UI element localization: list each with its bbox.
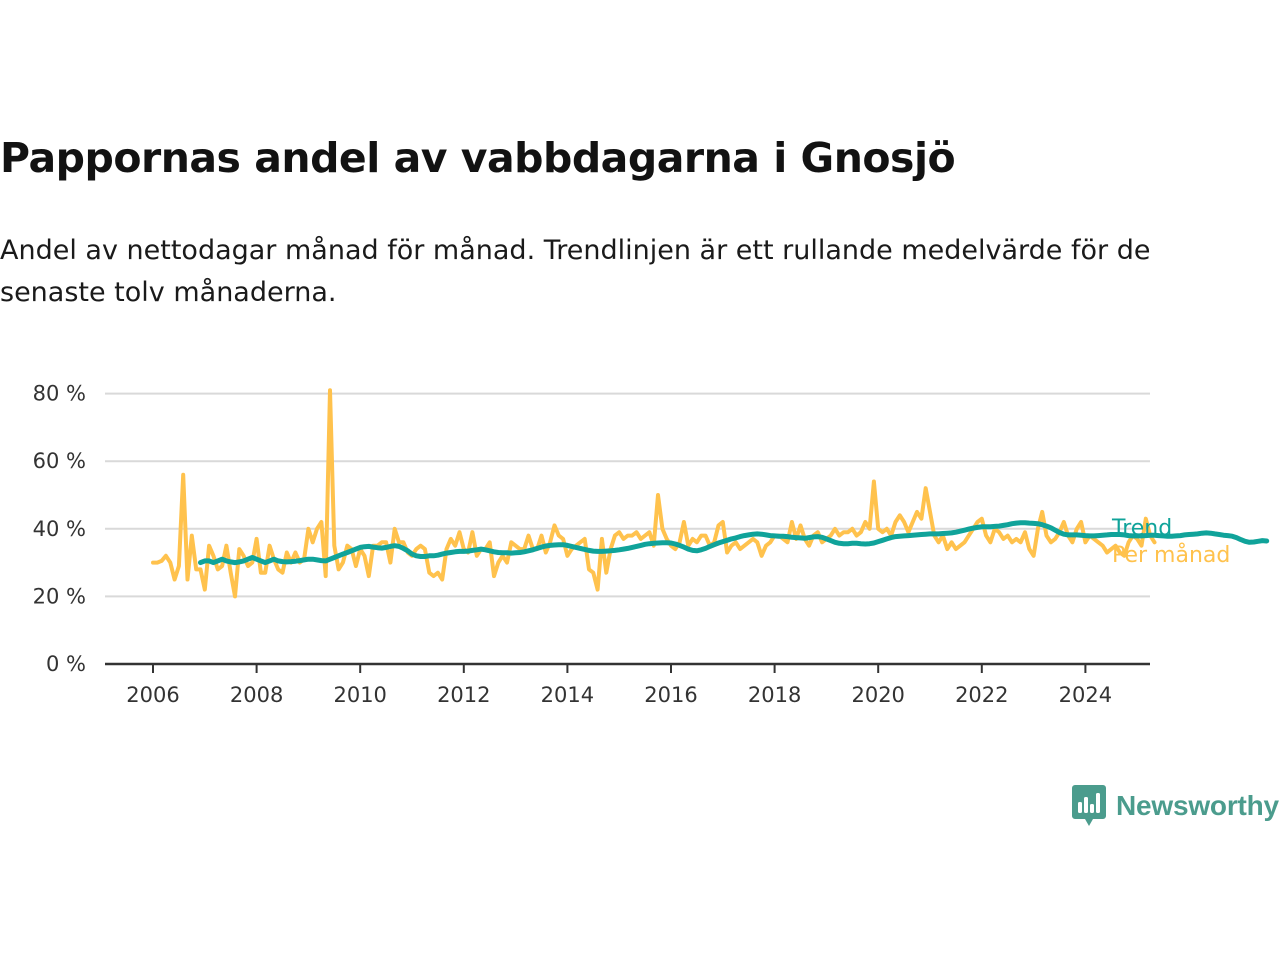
y-tick-label: 40 % bbox=[33, 517, 86, 541]
y-tick-label: 20 % bbox=[33, 584, 86, 608]
x-tick-label: 2020 bbox=[851, 683, 904, 707]
series-lines bbox=[151, 388, 1270, 599]
brand-name: Newsworthy bbox=[1116, 790, 1279, 821]
x-tick-label: 2024 bbox=[1059, 683, 1112, 707]
x-tick-label: 2022 bbox=[955, 683, 1008, 707]
x-tick-label: 2010 bbox=[333, 683, 386, 707]
chart-title: Pappornas andel av vabbdagarna i Gnosjö bbox=[0, 134, 956, 182]
y-tick-label: 0 % bbox=[46, 652, 86, 676]
x-tick-label: 2016 bbox=[644, 683, 697, 707]
chart-subtitle: Andel av nettodagar månad för månad. Tre… bbox=[0, 235, 1151, 308]
legend-label-per-manad: Per månad bbox=[1112, 542, 1230, 568]
legend-label-trend: Trend bbox=[1111, 516, 1172, 541]
y-tick-label: 60 % bbox=[33, 449, 86, 473]
x-tick-label: 2018 bbox=[748, 683, 801, 707]
x-tick-label: 2008 bbox=[230, 683, 283, 707]
x-tick-label: 2012 bbox=[437, 683, 490, 707]
newsworthy-logo-icon bbox=[1072, 785, 1106, 826]
x-tick-label: 2014 bbox=[541, 683, 594, 707]
monthly-series-line bbox=[151, 388, 1157, 599]
x-axis: 2006 2008 2010 2012 2014 2016 2018 2020 2022 2024 bbox=[105, 662, 1150, 707]
gridlines bbox=[105, 392, 1150, 598]
brand-logo[interactable]: Newsworthy bbox=[1072, 784, 1279, 828]
x-tick-label: 2006 bbox=[126, 683, 179, 707]
y-tick-label: 80 % bbox=[33, 382, 86, 406]
y-axis: 0 % 20 % 40 % 60 % 80 % bbox=[33, 382, 86, 676]
trend-series-line bbox=[198, 520, 1270, 566]
